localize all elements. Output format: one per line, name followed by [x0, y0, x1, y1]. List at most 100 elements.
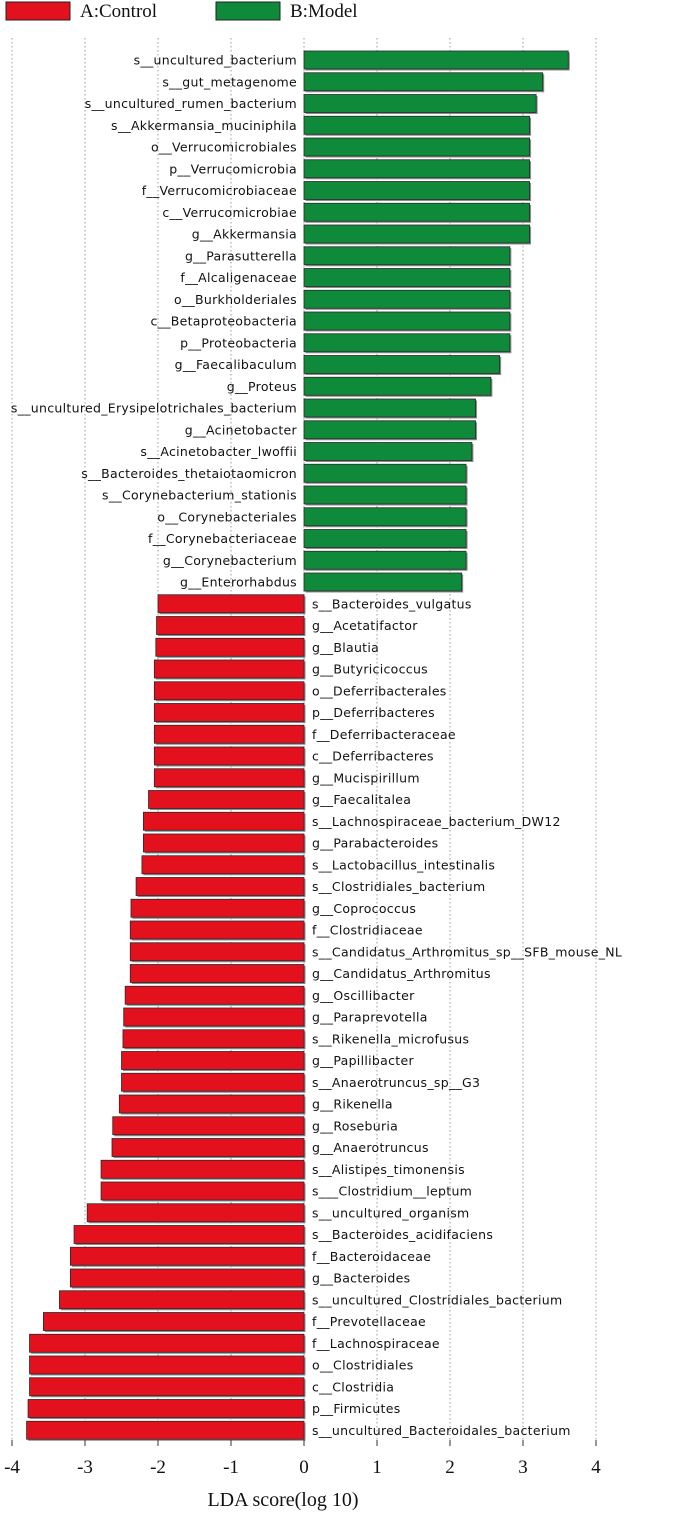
bar-label: g__Roseburia: [312, 1118, 398, 1133]
bar: [29, 1333, 305, 1353]
bar: [86, 1203, 305, 1223]
bar: [303, 202, 530, 222]
bar: [303, 529, 467, 548]
bar: [303, 94, 537, 113]
x-tick-label: -1: [223, 1457, 239, 1478]
bar-label: s__Acinetobacter_lwoffii: [140, 444, 297, 459]
bar-label: g__Parabacteroides: [312, 836, 438, 851]
bar-label: g__Bacteroides: [312, 1271, 410, 1286]
x-tick-label: -2: [150, 1457, 166, 1478]
bar-label: g__Blautia: [312, 640, 379, 655]
bar-label: g__Candidatus_Arthromitus: [312, 966, 491, 981]
bar-label: f__Verrucomicrobiaceae: [142, 183, 297, 198]
bar: [129, 920, 305, 940]
bar-label: f__Deferribacteraceae: [312, 727, 456, 742]
bar: [148, 790, 305, 809]
x-axis: -4 -3 -2 -1 0 1 2 3 4: [4, 1440, 601, 1478]
bar-label: s__uncultured_rumen_bacterium: [85, 96, 297, 111]
bar: [141, 855, 305, 875]
x-tick-label: -4: [4, 1457, 20, 1478]
bar-label: g__Coprococcus: [312, 901, 416, 916]
bar-label: g__Akkermansia: [192, 227, 297, 242]
bar-label: s__uncultured_Erysipelotrichales_bacteri…: [11, 401, 297, 416]
bar: [100, 1159, 305, 1179]
legend: A:Control B:Model: [5, 1, 358, 22]
bar-label: s__Lactobacillus_intestinalis: [312, 857, 495, 872]
bar-label: f__Alcaligenaceae: [180, 270, 297, 285]
bar: [135, 877, 305, 896]
bar: [155, 637, 305, 657]
bar: [303, 485, 467, 505]
bar-label: c__Verrucomicrobiae: [162, 205, 297, 220]
bar: [73, 1225, 305, 1244]
bar: [153, 724, 305, 744]
bar-label: s__Corynebacterium_stationis: [102, 488, 297, 503]
bar-label: f__Prevotellaceae: [312, 1314, 426, 1329]
bar: [303, 246, 511, 266]
x-tick-label: -3: [77, 1457, 93, 1478]
bar: [303, 420, 476, 440]
bar: [153, 703, 305, 722]
bar-label: s__Akkermansia_muciniphila: [111, 118, 297, 133]
bar-label: p__Proteobacteria: [180, 335, 297, 350]
legend-swatch-control: [5, 1, 71, 21]
x-axis-title: LDA score(log 10): [207, 1489, 358, 1511]
bar-label: g__Mucispirillum: [312, 770, 420, 785]
x-tick-label: 0: [299, 1457, 309, 1478]
bar-label: s__Anaerotruncus_sp__G3: [312, 1075, 480, 1090]
bar: [121, 1051, 305, 1070]
bar: [303, 311, 511, 331]
bar: [121, 1072, 305, 1092]
bar-label: c__Clostridia: [312, 1379, 394, 1394]
label-layer: s__uncultured_bacterium s__gut_metagenome…: [11, 53, 622, 1438]
bar: [26, 1420, 305, 1440]
bar: [153, 681, 305, 701]
bar: [129, 942, 305, 962]
bar-label: g__Anaerotruncus: [312, 1140, 429, 1155]
bar-label: f__Corynebacteriaceae: [148, 531, 297, 546]
bar-label: g__Parasutterella: [185, 248, 297, 263]
bar-label: p__Verrucomicrobia: [169, 161, 297, 176]
bar-label: g__Enterorhabdus: [180, 575, 297, 590]
bar: [303, 115, 530, 135]
bar: [122, 1029, 305, 1049]
bar: [303, 268, 511, 287]
bar-label: s__gut_metagenome: [162, 74, 297, 89]
bar: [303, 159, 530, 179]
bar: [157, 594, 305, 614]
bar-label: s__Alistipes_timonensis: [312, 1162, 465, 1177]
bar-label: s__uncultured_Bacteroidales_bacterium: [312, 1423, 571, 1438]
bar: [156, 616, 305, 635]
bar: [303, 224, 530, 244]
bar-label: s__Rikenella_microfusus: [312, 1031, 469, 1046]
bar-label: g__Butyricicoccus: [312, 662, 428, 677]
bar: [111, 1138, 305, 1157]
bar-label: s__Clostridiales_bacterium: [312, 879, 485, 894]
legend-swatch-model: [215, 1, 281, 21]
bar: [303, 442, 473, 461]
bar: [153, 768, 305, 788]
bar: [29, 1355, 305, 1375]
bar: [303, 72, 544, 92]
bar-label: p__Firmicutes: [312, 1401, 401, 1416]
bar-label: s__Bacteroides_acidifaciens: [312, 1227, 493, 1242]
bar-label: g__Proteus: [227, 379, 297, 394]
bar-label: g__Acetatifactor: [312, 618, 418, 633]
bar: [100, 1181, 305, 1201]
bar: [142, 833, 305, 853]
bar-label: s__uncultured_organism: [312, 1205, 470, 1220]
bar-label: c__Betaproteobacteria: [150, 314, 297, 329]
bar-label: f__Bacteroidaceae: [312, 1249, 431, 1264]
bar-label: s__uncultured_Clostridiales_bacterium: [312, 1292, 562, 1307]
bar-label: g__Corynebacterium: [163, 553, 297, 568]
bar: [59, 1290, 305, 1310]
bar: [303, 355, 501, 374]
legend-label-model: B:Model: [290, 1, 358, 22]
bar: [303, 398, 476, 418]
bar: [129, 964, 305, 983]
bar-label: s__uncultured_bacterium: [134, 53, 297, 68]
bar: [303, 572, 463, 592]
bar: [124, 985, 305, 1005]
bar-label: g__Rikenella: [312, 1097, 393, 1112]
